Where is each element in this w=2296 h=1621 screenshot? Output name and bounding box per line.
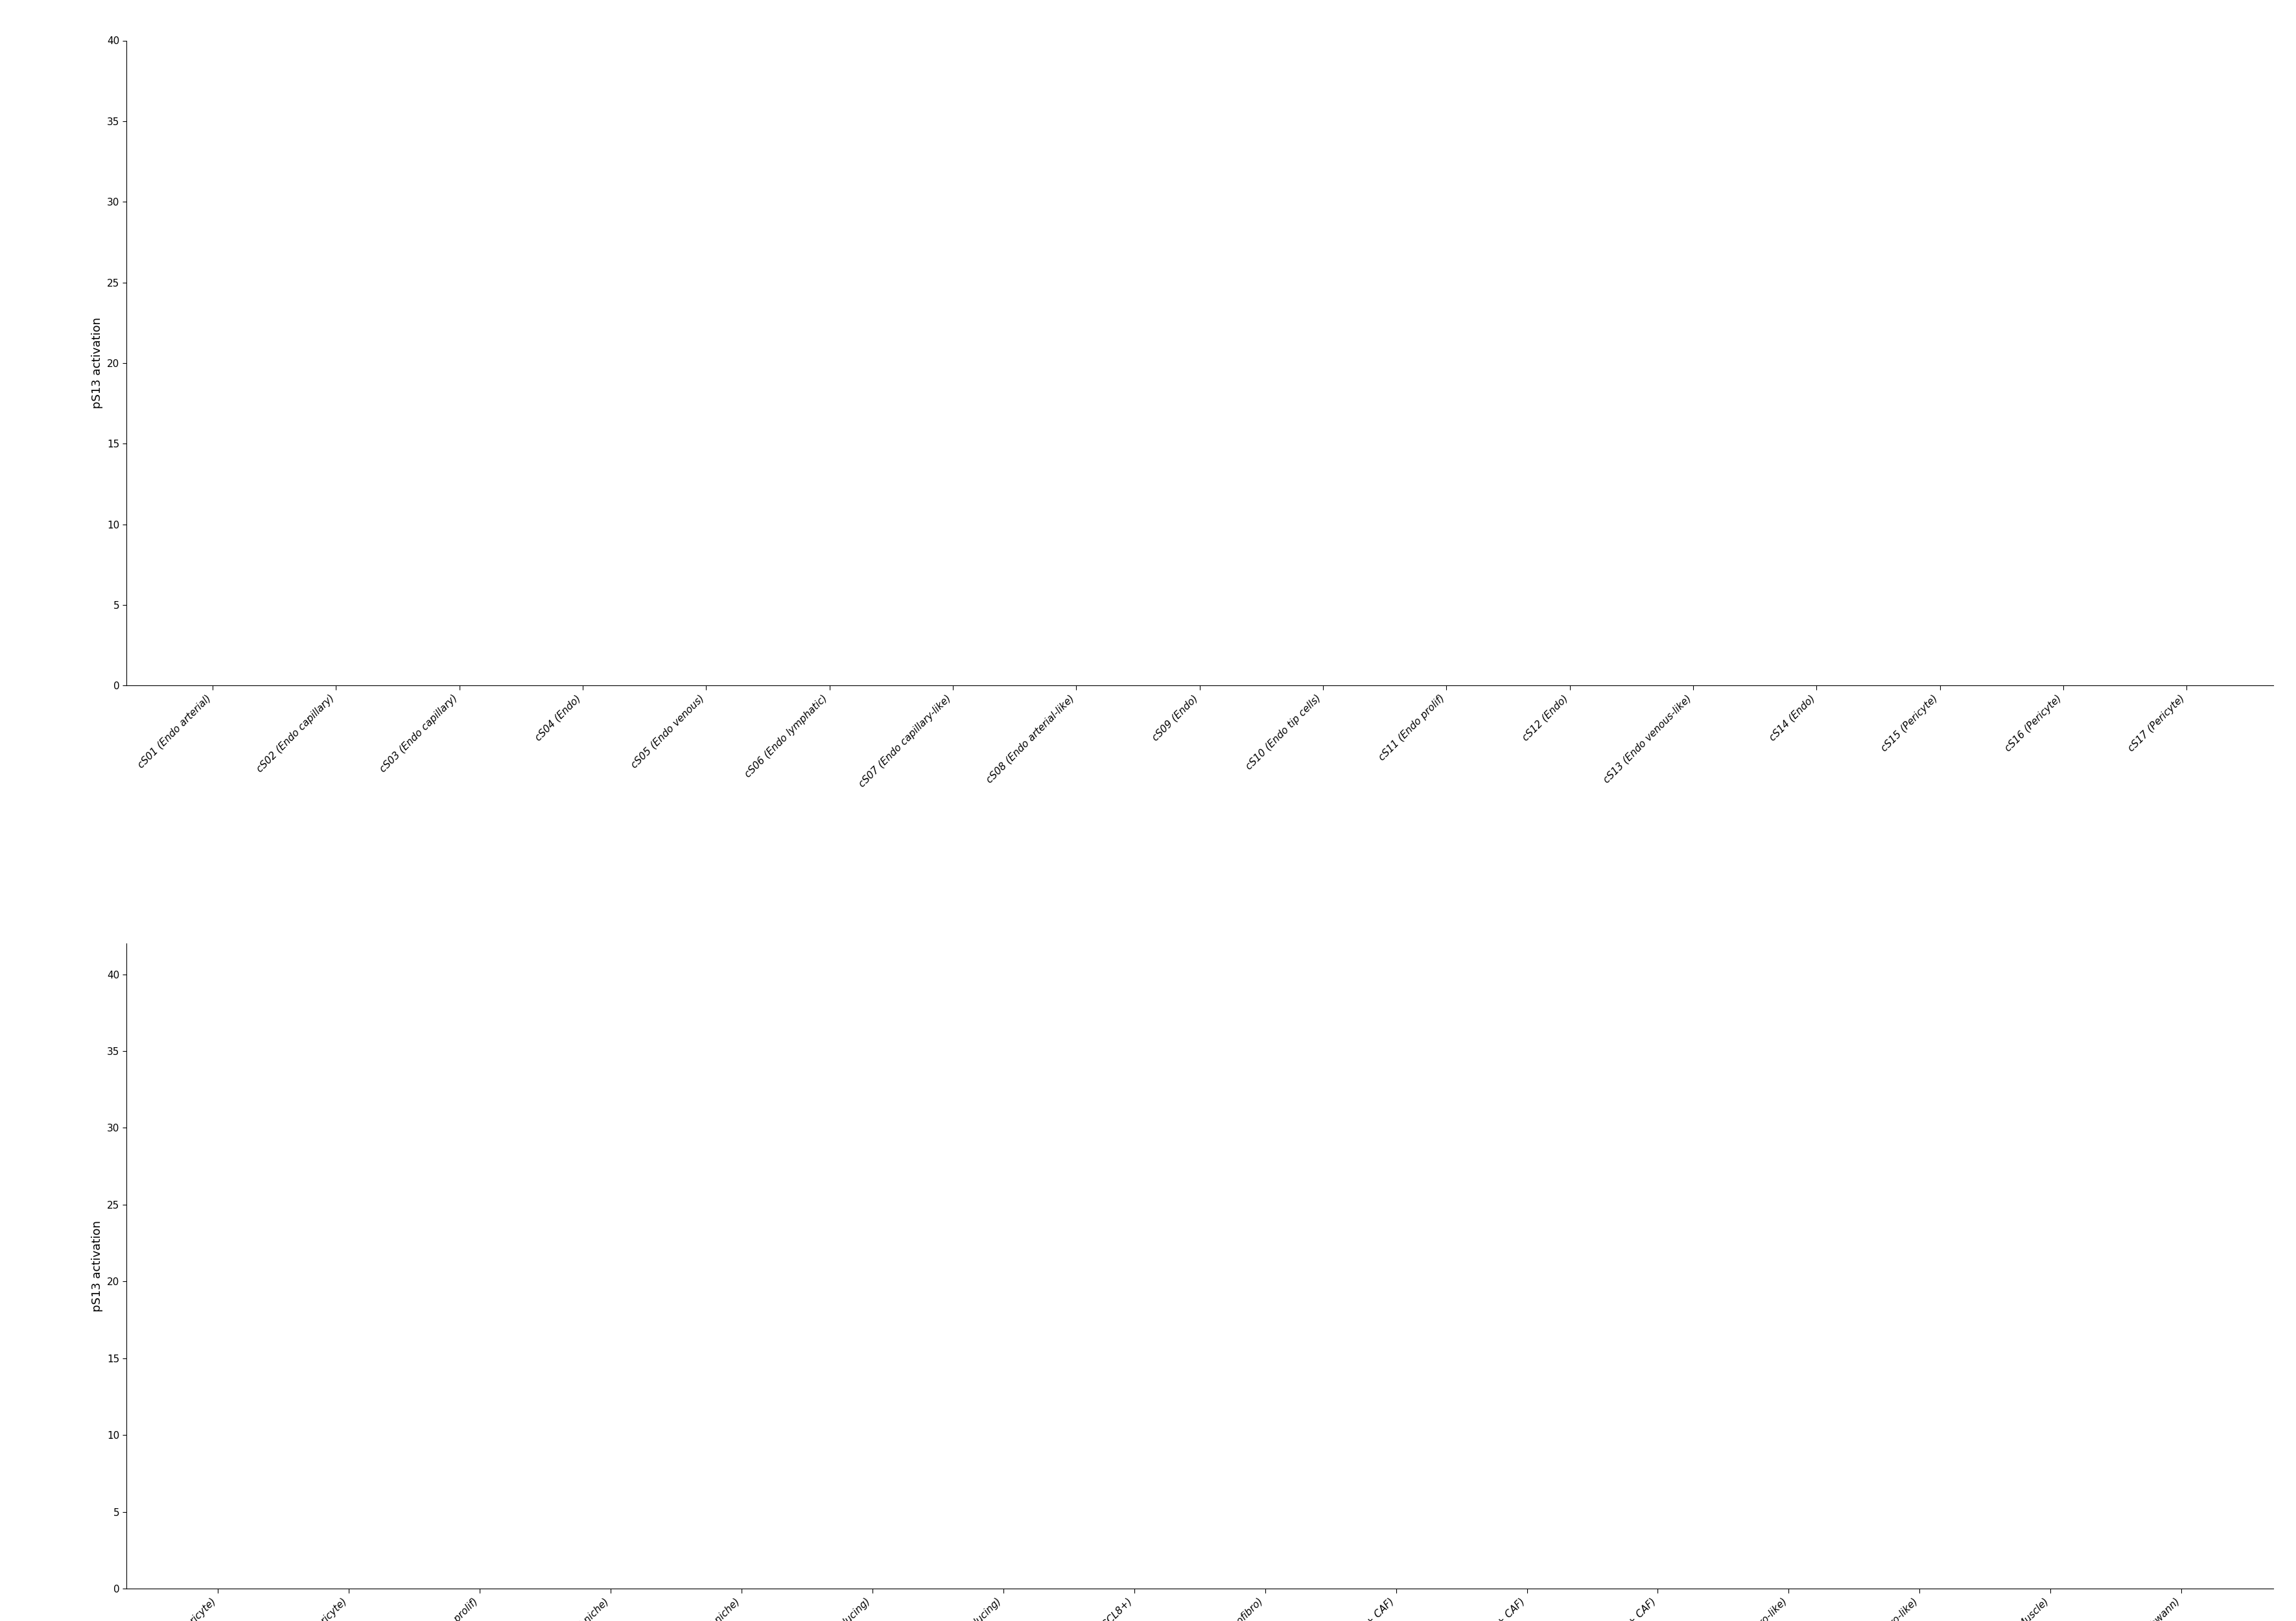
Y-axis label: pS13 activation: pS13 activation	[92, 1221, 103, 1311]
Y-axis label: pS13 activation: pS13 activation	[92, 318, 103, 408]
